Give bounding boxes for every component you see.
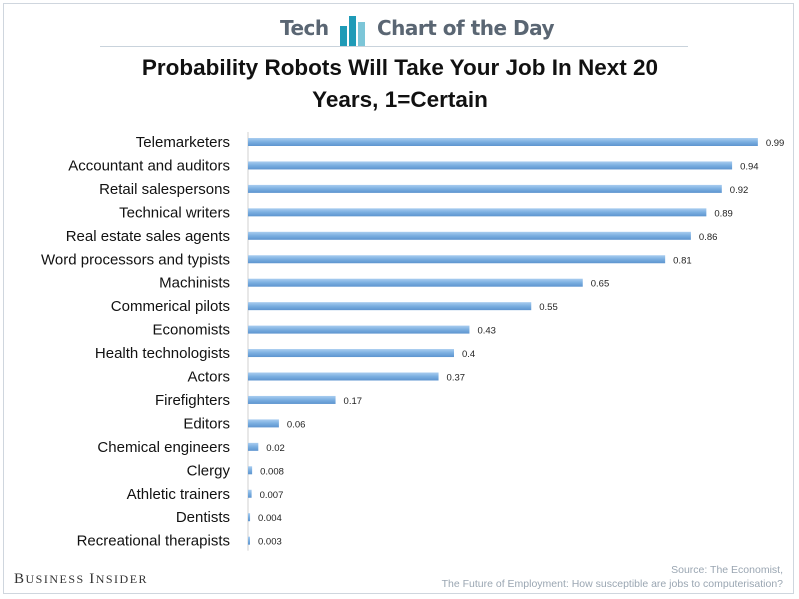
bar (248, 349, 454, 358)
chart-frame (3, 3, 794, 594)
category-label: Word processors and typists (41, 251, 230, 268)
bar (248, 161, 733, 170)
header-tech-label: Tech (280, 16, 329, 40)
chart-title-line-1: Probability Robots Will Take Your Job In… (141, 55, 659, 80)
category-label: Machinists (159, 275, 230, 292)
bar (248, 231, 691, 240)
bar-chart-icon (340, 16, 365, 46)
value-label: 0.81 (673, 255, 692, 266)
value-label: 0.004 (258, 513, 282, 524)
category-label: Editors (183, 415, 230, 432)
category-label: Technical writers (119, 204, 230, 221)
category-label: Health technologists (95, 345, 230, 362)
value-label: 0.007 (260, 490, 284, 501)
source-line-2: The Future of Employment: How susceptibl… (441, 578, 783, 590)
source-line-1: Source: The Economist, (671, 564, 783, 576)
value-label: 0.06 (287, 419, 306, 430)
bar (248, 208, 707, 217)
bar (248, 466, 253, 475)
bar (248, 255, 666, 264)
bar (248, 372, 439, 381)
value-label: 0.89 (714, 208, 733, 219)
value-label: 0.17 (344, 396, 363, 407)
value-label: 0.92 (730, 185, 749, 196)
value-label: 0.43 (477, 326, 496, 337)
category-label: Real estate sales agents (66, 228, 230, 245)
category-label: Economists (152, 322, 230, 339)
bar (248, 302, 532, 311)
category-label: Telemarketers (136, 134, 230, 151)
category-label: Commerical pilots (111, 298, 230, 315)
bar-chart: Telemarketers 0.99 Accountant and auditors… (41, 132, 784, 551)
bar (248, 184, 722, 193)
category-label: Firefighters (155, 392, 230, 409)
chart-title: Probability Robots Will Take Your Job In… (60, 52, 740, 116)
value-label: 0.55 (539, 302, 558, 313)
bar (248, 442, 259, 451)
bar (248, 489, 252, 498)
value-label: 0.003 (258, 537, 282, 548)
value-label: 0.37 (447, 373, 466, 384)
value-label: 0.99 (766, 138, 785, 149)
bar (248, 278, 583, 287)
value-label: 0.65 (591, 279, 610, 290)
header-divider (100, 46, 688, 47)
bar (248, 419, 279, 428)
bar (248, 325, 470, 334)
chart-title-line-2: Years, 1=Certain (312, 87, 488, 112)
bars-layer: Telemarketers 0.99 Accountant and auditors… (41, 132, 784, 551)
category-label: Athletic trainers (127, 486, 230, 503)
chart-of-the-day-header: Tech Chart of the Day (0, 10, 799, 46)
category-label: Dentists (176, 509, 230, 526)
category-label: Actors (187, 369, 230, 386)
category-label: Recreational therapists (77, 533, 230, 550)
header-chart-of-the-day-label: Chart of the Day (377, 16, 555, 40)
value-label: 0.4 (462, 349, 475, 360)
bar (248, 513, 251, 522)
value-label: 0.94 (740, 161, 759, 172)
source-note: Source: The Economist, The Future of Emp… (442, 563, 783, 591)
category-label: Chemical engineers (97, 439, 230, 456)
bar (248, 536, 250, 545)
category-label: Clergy (187, 462, 231, 479)
bar (248, 138, 758, 146)
bar (248, 395, 336, 404)
category-label: Retail salespersons (99, 181, 230, 198)
category-label: Accountant and auditors (68, 157, 230, 174)
value-label: 0.008 (260, 466, 284, 477)
business-insider-logo: BUSINESS INSIDER (14, 571, 149, 587)
value-label: 0.86 (699, 232, 718, 243)
value-label: 0.02 (266, 443, 285, 454)
